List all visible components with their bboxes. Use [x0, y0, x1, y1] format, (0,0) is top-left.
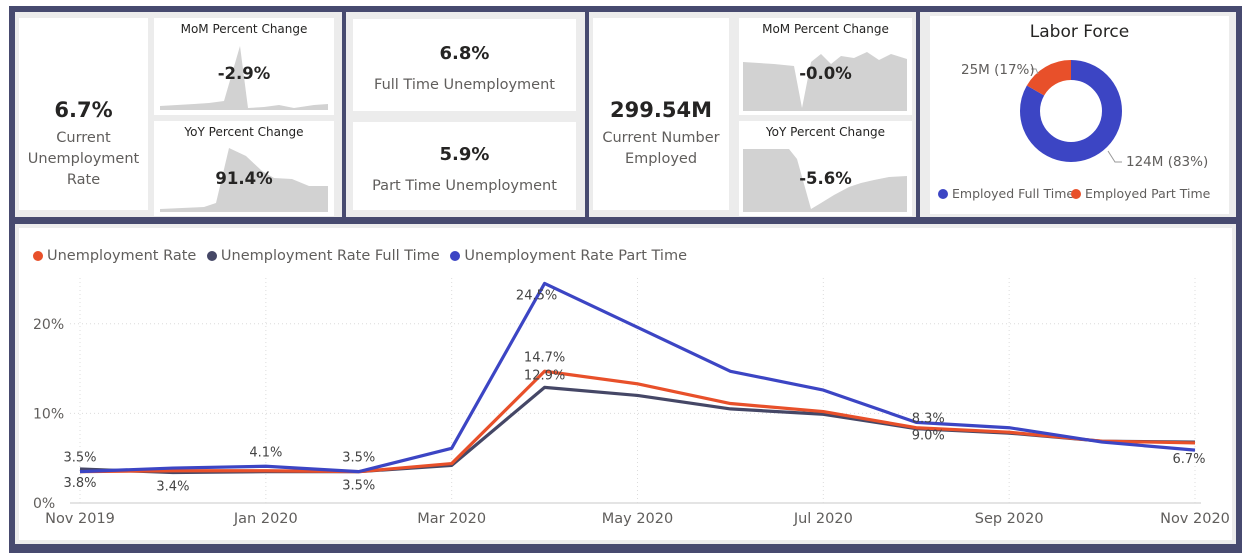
labor-force-donut: [1020, 60, 1122, 163]
legend-dot-full-time-series: [206, 251, 217, 261]
y-tick-label: 20%: [33, 317, 64, 333]
dashboard-frame: 6.7% Current Unemployment Rate MoM Perce…: [9, 6, 1242, 553]
unemployment-yoy-value: 91.4%: [215, 169, 273, 188]
donut-slice-employed-part-time[interactable]: [1020, 60, 1122, 162]
unemployment-mom-card[interactable]: MoM Percent Change -2.9%: [154, 18, 334, 115]
line-chart-legend: Unemployment Rate Unemployment Rate Full…: [33, 248, 693, 264]
part-time-value: 5.9%: [439, 144, 490, 165]
x-tick-label: Mar 2020: [417, 511, 486, 527]
full-part-time-panel: 6.8% Full Time Unemployment 5.9% Part Ti…: [346, 12, 585, 217]
legend-label-full-time-series: Unemployment Rate Full Time: [220, 248, 440, 264]
part-time-label: Part Time Unemployment: [372, 178, 557, 194]
current-employed-value: 299.54M: [610, 98, 712, 122]
current-employed-label: Current Number Employed: [602, 130, 720, 167]
series-line-unemployment-rate[interactable]: [79, 369, 1196, 474]
legend-label-full-time: Employed Full Time: [952, 186, 1075, 201]
donut-label-full-time: 124M (83%): [1126, 154, 1209, 170]
y-tick-label: 10%: [33, 406, 64, 422]
legend-unemployment-rate-full-time[interactable]: Unemployment Rate Full Time: [206, 248, 440, 264]
x-tick-label: Jul 2020: [793, 511, 853, 527]
full-time-leader-line: [1107, 150, 1122, 163]
legend-unemployment-rate-part-time[interactable]: Unemployment Rate Part Time: [450, 248, 687, 264]
employed-mom-value: -0.0%: [799, 64, 852, 83]
current-employed-card[interactable]: 299.54M Current Number Employed: [593, 18, 729, 210]
labor-force-panel: Labor Force 25M (17%) 124M (83%) Employe…: [920, 12, 1236, 217]
employed-yoy-title: YoY Percent Change: [765, 125, 886, 139]
data-label: 8.3%: [912, 412, 945, 427]
unemployment-mom-title: MoM Percent Change: [180, 22, 308, 36]
data-label: 12.9%: [524, 368, 565, 383]
legend-label-part-time: Employed Part Time: [1085, 186, 1211, 201]
employed-mom-sparkline: [743, 52, 907, 111]
donut-label-part-time: 25M (17%): [961, 62, 1035, 78]
x-tick-label: May 2020: [602, 511, 674, 527]
employed-yoy-card[interactable]: YoY Percent Change -5.6%: [739, 121, 912, 216]
employed-panel: 299.54M Current Number Employed MoM Perc…: [589, 12, 916, 217]
data-label: 14.7%: [524, 350, 565, 365]
data-label: 3.4%: [156, 480, 189, 495]
legend-dot-part-time-series: [450, 251, 461, 261]
unemployment-yoy-sparkline: [160, 148, 328, 212]
data-label: 3.5%: [342, 451, 375, 466]
full-time-label: Full Time Unemployment: [374, 77, 555, 93]
part-time-leader-line: [1031, 68, 1039, 75]
unemployment-mom-sparkline: [160, 46, 328, 110]
labor-force-title: Labor Force: [1029, 22, 1130, 42]
current-rate-value: 6.7%: [54, 98, 113, 122]
data-label: 6.7%: [1172, 452, 1205, 467]
employed-mom-card[interactable]: MoM Percent Change -0.0%: [739, 18, 912, 115]
x-tick-label: Sep 2020: [975, 511, 1044, 527]
x-tick-label: Nov 2020: [1160, 511, 1230, 527]
current-rate-card[interactable]: 6.7% Current Unemployment Rate: [19, 18, 148, 210]
employed-yoy-value: -5.6%: [799, 169, 852, 188]
legend-label-part-time-series: Unemployment Rate Part Time: [464, 248, 687, 264]
legend-dot-rate: [33, 251, 43, 261]
current-rate-label: Current Unemployment Rate: [27, 130, 140, 188]
line-chart-panel: Unemployment Rate Unemployment Rate Full…: [15, 224, 1236, 544]
legend-dot-part-time: [1071, 189, 1081, 199]
employed-yoy-sparkline: [743, 149, 907, 212]
labor-force-card[interactable]: Labor Force 25M (17%) 124M (83%) Employe…: [930, 16, 1229, 214]
legend-dot-full-time: [938, 189, 948, 199]
data-label: 3.5%: [342, 479, 375, 494]
unemployment-yoy-card[interactable]: YoY Percent Change 91.4%: [154, 121, 334, 216]
data-label: 9.0%: [912, 428, 945, 443]
x-tick-label: Nov 2019: [45, 511, 115, 527]
full-time-value: 6.8%: [439, 43, 490, 64]
part-time-card[interactable]: 5.9% Part Time Unemployment: [353, 122, 576, 210]
data-label: 3.8%: [63, 476, 96, 491]
legend-employed-full-time[interactable]: Employed Full Time: [938, 186, 1074, 201]
data-label: 4.1%: [249, 445, 282, 460]
series-line-unemployment-rate-part-time[interactable]: [79, 281, 1196, 474]
unemployment-mom-value: -2.9%: [217, 64, 271, 83]
unemployment-rate-panel: 6.7% Current Unemployment Rate MoM Perce…: [15, 12, 342, 217]
unemployment-yoy-title: YoY Percent Change: [184, 125, 304, 139]
data-label: 3.5%: [63, 451, 96, 466]
x-tick-label: Jan 2020: [233, 511, 298, 527]
legend-unemployment-rate[interactable]: Unemployment Rate: [33, 248, 196, 264]
employed-mom-title: MoM Percent Change: [762, 22, 889, 36]
line-chart-card[interactable]: Unemployment Rate Unemployment Rate Full…: [19, 228, 1232, 540]
legend-label-rate: Unemployment Rate: [47, 248, 197, 264]
y-tick-label: 0%: [33, 496, 55, 512]
full-time-card[interactable]: 6.8% Full Time Unemployment: [353, 19, 576, 111]
data-label: 24.5%: [516, 288, 557, 303]
unemployment-line-chart: 0% 10% 20% Nov 2019 Jan 2020 Mar 2020 May 2020…: [33, 278, 1230, 527]
legend-employed-part-time[interactable]: Employed Part Time: [1071, 186, 1210, 201]
